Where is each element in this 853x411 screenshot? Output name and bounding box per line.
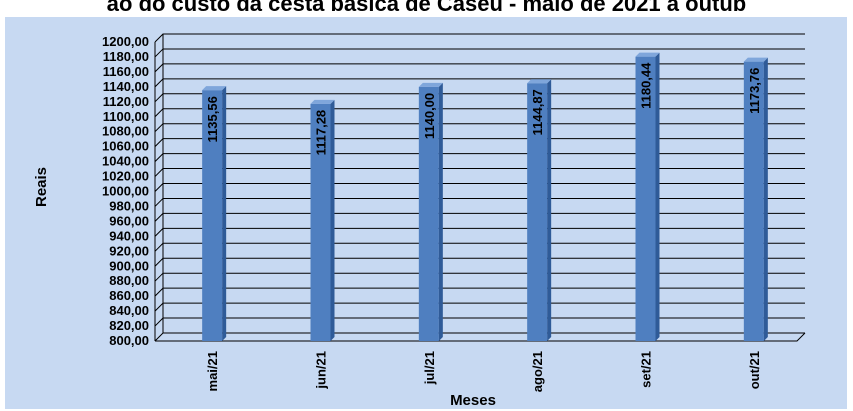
- y-tick-label: 1120,00: [103, 94, 149, 109]
- gridline: [154, 272, 805, 282]
- chart-area: 800,00 820,00 840,00 860,00 880,00 900,00 920,…: [5, 17, 847, 409]
- y-tick-label: 1100,00: [103, 109, 149, 124]
- x-axis-title: Meses: [450, 392, 496, 409]
- data-label: 1173,76: [747, 68, 762, 114]
- bar: [310, 99, 335, 342]
- gridline: [154, 48, 805, 58]
- chart-title: ão do custo da cesta básica de Caseu - m…: [106, 0, 747, 16]
- gridline: [154, 212, 805, 222]
- gridline: [154, 63, 805, 73]
- x-axis-categories: mai/21 jun/21 jul/21 ago/21 set/21 out/21: [205, 351, 762, 392]
- y-tick-label: 1140,00: [103, 79, 149, 94]
- x-tick-label: set/21: [639, 351, 654, 388]
- gridline: [154, 257, 805, 267]
- data-label: 1140,00: [422, 93, 437, 139]
- y-tick-label: 1160,00: [103, 64, 149, 79]
- gridline: [154, 317, 805, 327]
- y-axis-title: Reais: [33, 167, 50, 207]
- data-label: 1117,28: [314, 110, 329, 156]
- y-tick-label: 840,00: [109, 303, 149, 318]
- gridline: [154, 33, 805, 43]
- y-tick-label: 1180,00: [103, 49, 149, 64]
- data-label: 1144,87: [530, 89, 545, 135]
- y-tick-label: 960,00: [109, 213, 149, 228]
- bar: [635, 52, 660, 342]
- gridline: [154, 123, 805, 133]
- data-label: 1180,44: [639, 62, 654, 109]
- gridline: [154, 183, 805, 192]
- y-tick-label: 940,00: [109, 228, 149, 243]
- y-tick-label: 980,00: [109, 198, 149, 213]
- gridline: [154, 153, 805, 162]
- gridline: [154, 93, 805, 103]
- bar-chart: 800,00820,00840,00860,00880,00900,00920,…: [33, 33, 806, 409]
- x-tick-label: jun/21: [314, 351, 329, 390]
- bar: [202, 86, 227, 341]
- x-tick-label: out/21: [747, 351, 762, 389]
- x-axis-line: [155, 332, 806, 342]
- y-tick-label: 1060,00: [102, 139, 149, 154]
- gridline: [154, 302, 805, 312]
- gridline: [154, 332, 805, 342]
- y-tick-label: 1040,00: [102, 154, 149, 169]
- x-tick-label: jul/21: [422, 351, 437, 385]
- x-tick-label: mai/21: [205, 351, 220, 391]
- y-tick-label: 800,00: [109, 333, 149, 348]
- y-tick-label: 920,00: [109, 243, 149, 258]
- gridline: [154, 138, 805, 148]
- y-tick-label: 900,00: [109, 258, 149, 273]
- y-tick-label: 1000,00: [102, 184, 149, 199]
- gridline: [154, 287, 805, 297]
- gridline: [154, 78, 805, 88]
- x-tick-label: ago/21: [530, 351, 545, 392]
- gridline: [154, 197, 805, 207]
- gridline: [154, 227, 805, 237]
- y-tick-label: 1200,00: [102, 34, 149, 49]
- y-tick-label: 1080,00: [102, 124, 149, 139]
- gridline: [154, 168, 805, 177]
- y-tick-label: 860,00: [109, 288, 149, 303]
- bar: [418, 82, 443, 341]
- data-label: 1135,56: [205, 96, 220, 142]
- bar: [527, 79, 552, 342]
- gridline: [154, 108, 805, 118]
- gridline: [154, 242, 805, 252]
- bar: [743, 57, 768, 341]
- y-tick-label: 820,00: [109, 318, 149, 333]
- y-tick-label: 880,00: [109, 273, 149, 288]
- bars: 1135,56 1117,28 1140,00 1144,87 1180,44 1173,…: [202, 52, 768, 342]
- y-tick-label: 1020,00: [102, 169, 149, 184]
- gridlines: [154, 33, 806, 342]
- y-axis-ticks: 800,00820,00840,00860,00880,00900,00920,…: [102, 34, 149, 348]
